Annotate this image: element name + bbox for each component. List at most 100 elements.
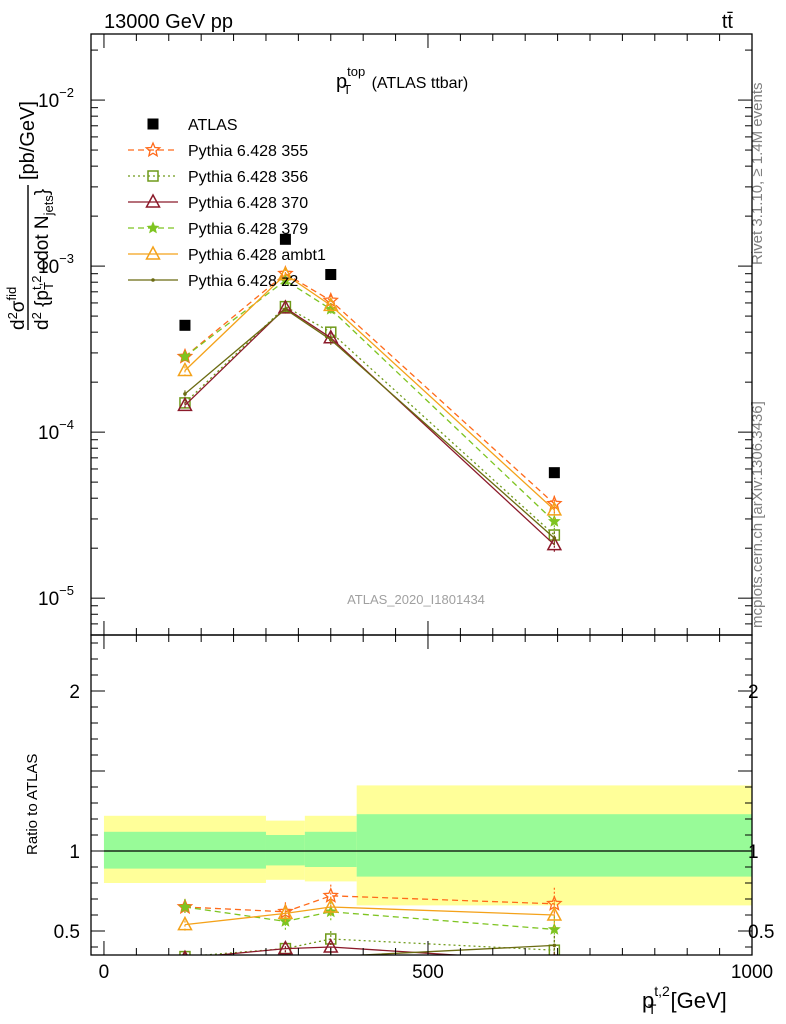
ratio-ytick-label-left-1: 1	[69, 842, 80, 863]
xtick-label-0: 0	[99, 962, 110, 983]
analysis-watermark: ATLAS_2020_I1801434	[347, 592, 485, 607]
main-ytick-exponent-1: −4	[59, 417, 74, 432]
ratio-frame	[90, 634, 753, 956]
main-marker-370-2	[323, 329, 339, 344]
ratio-uncertainty-bands	[103, 785, 752, 906]
xtick-label-1: 500	[412, 962, 444, 983]
ratio-ytick-label-left-2: 2	[69, 682, 80, 703]
x-axis-label: pt,2 T [GeV]	[642, 983, 727, 1017]
ratio-series-356	[179, 931, 561, 955]
header-final-state: tt̄	[722, 11, 734, 33]
legend: ATLAS Pythia 6.428 355 Pythia 6.428 356 Pyt…	[128, 117, 326, 290]
mcplots-label: mcplots.cern.ch [arXiv:1306.3436]	[749, 401, 766, 628]
svg-text:[pb/GeV]: [pb/GeV]	[17, 101, 39, 180]
legend-label-356: Pythia 6.428 356	[188, 169, 308, 186]
legend-marker-355	[144, 141, 162, 158]
header-process: 13000 GeV pp	[104, 11, 233, 33]
legend-label-370: Pythia 6.428 370	[188, 195, 308, 212]
band-inner-1	[265, 835, 305, 866]
ratio-marker-z2-3	[552, 943, 557, 948]
band-inner-2	[304, 831, 357, 867]
ratio-marker-z2-0	[183, 961, 187, 965]
atlas-point-1	[279, 233, 291, 245]
main-plot-title: ptop T (ATLAS ttbar)	[336, 64, 468, 97]
ratio-marker-ambt1-3	[546, 906, 563, 921]
ratio-line-ambt1	[184, 906, 555, 926]
legend-label-z2: Pythia 6.428 z2	[188, 273, 298, 290]
main-marker-ambt1-3	[546, 501, 563, 516]
main-line-z2	[184, 308, 555, 539]
svg-text:d2 {pTt,2 cdot Njets}: d2 {pTt,2 cdot Njets}	[29, 189, 56, 330]
ratio-line-370	[211, 946, 466, 955]
main-line-370	[184, 307, 555, 546]
ratio-series-379	[178, 899, 561, 943]
legend-label-379: Pythia 6.428 379	[188, 221, 308, 238]
legend-label-ATLAS: ATLAS	[188, 117, 238, 134]
xtick-label-2: 1000	[731, 962, 773, 983]
main-marker-355-0	[176, 347, 194, 364]
main-marker-379-0	[178, 349, 192, 363]
main-series-356	[179, 300, 561, 543]
main-ytick-exponent-3: −2	[59, 85, 74, 100]
main-marker-z2-1	[283, 307, 288, 312]
main-marker-ambt1-1	[277, 265, 294, 281]
atlas-data-points	[179, 233, 560, 479]
main-marker-379-3	[547, 514, 561, 527]
main-ytick-exponent-0: −5	[59, 583, 74, 598]
ratio-marker-370-3	[553, 952, 556, 955]
main-line-379	[184, 279, 555, 522]
main-line-ambt1	[184, 273, 555, 511]
legend-marker-370	[145, 193, 161, 208]
main-marker-370-1	[277, 299, 294, 314]
main-series-ambt1	[177, 265, 563, 520]
ratio-marker-370-1	[277, 940, 294, 955]
main-series-355	[176, 264, 563, 514]
ratio-series-ambt1	[177, 897, 563, 933]
ratio-marker-ambt1-0	[177, 916, 193, 931]
ratio-marker-379-0	[178, 900, 192, 913]
legend-marker-ATLAS	[147, 118, 159, 130]
main-series-z2	[183, 305, 557, 546]
ratio-line-355	[184, 895, 555, 913]
legend-marker-379	[146, 221, 160, 234]
main-line-356	[184, 305, 555, 536]
band-inner-0	[103, 831, 266, 869]
legend-marker-356	[147, 170, 159, 182]
main-ytick-label-1: 10−4	[38, 417, 74, 444]
main-series-370	[177, 299, 563, 553]
main-marker-ambt1-0	[177, 361, 193, 377]
ratio-line-379	[184, 906, 555, 931]
main-marker-370-0	[177, 396, 193, 412]
ratio-marker-379-3	[547, 922, 561, 935]
main-y-axis-label: d²σ^{fid} / d²{p_T^{t,2} cdot N_jets} [p…	[4, 101, 56, 330]
legend-marker-z2	[151, 278, 155, 282]
ratio-marker-355-0	[176, 898, 194, 915]
main-marker-ambt1-2	[323, 296, 339, 312]
ratio-y-axis-label: Ratio to ATLAS	[24, 754, 41, 855]
ratio-marker-ambt1-1	[277, 904, 294, 920]
ratio-ytick-label-right-2: 2	[748, 682, 759, 703]
main-ytick-exponent-2: −3	[59, 251, 74, 266]
main-line-355	[184, 272, 555, 505]
ratio-ytick-label-right-0: 0.5	[748, 922, 774, 943]
ratio-line-z2	[349, 944, 555, 955]
rivet-version-label: Rivet 3.1.10, ≥ 1.4M events	[749, 83, 766, 266]
main-marker-z2-2	[328, 337, 333, 342]
ratio-line-356	[196, 938, 555, 955]
ratio-marker-z2-1	[284, 964, 288, 968]
ratio-marker-ambt1-2	[323, 898, 339, 913]
atlas-point-0	[179, 319, 191, 331]
legend-label-ambt1: Pythia 6.428 ambt1	[188, 247, 326, 264]
atlas-point-2	[325, 269, 337, 281]
ratio-ytick-label-left-0: 0.5	[54, 922, 80, 943]
main-series-group	[176, 264, 563, 553]
main-ytick-label-0: 10−5	[38, 583, 74, 610]
main-marker-z2-3	[552, 536, 557, 540]
main-marker-370-3	[546, 536, 563, 551]
ratio-ytick-label-right-1: 1	[748, 842, 759, 863]
legend-marker-ambt1	[145, 245, 161, 260]
legend-label-355: Pythia 6.428 355	[188, 143, 308, 160]
main-marker-z2-0	[183, 392, 187, 396]
band-inner-3	[356, 814, 752, 877]
